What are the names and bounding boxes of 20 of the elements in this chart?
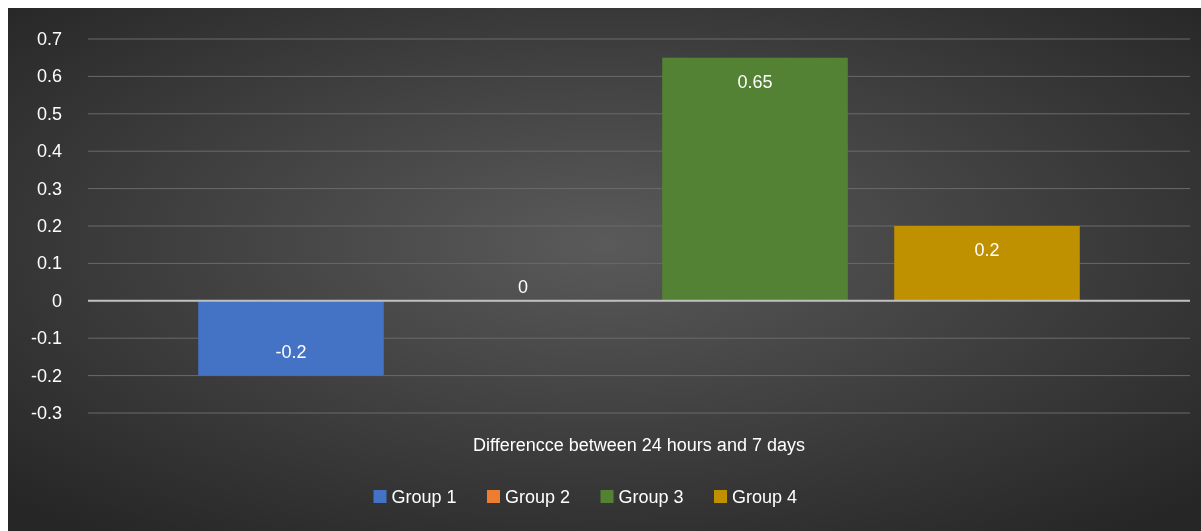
y-tick-label: 0.2: [36, 216, 62, 236]
data-label: 0.65: [737, 71, 773, 92]
legend-label: Group 1: [391, 487, 457, 507]
y-tick-label: 0.4: [36, 141, 62, 162]
legend-label: Group 3: [618, 487, 684, 507]
legend-label: Group 4: [732, 487, 798, 507]
y-tick-label: 0.7: [36, 29, 62, 49]
y-tick-label: 0: [51, 290, 62, 311]
x-tick-label: Differencce between 24 hours and 7 days: [473, 435, 805, 455]
y-tick-label: -0.3: [30, 403, 62, 423]
y-tick-label: 0.1: [36, 253, 62, 274]
y-tick-label: 0.6: [36, 66, 62, 87]
data-label: 0: [517, 276, 529, 297]
data-label: -0.2: [275, 341, 307, 362]
y-tick-label: -0.1: [30, 328, 62, 349]
y-tick-label: -0.2: [30, 365, 62, 386]
y-tick-label: 0.3: [36, 178, 62, 199]
y-tick-label: 0.5: [36, 103, 62, 124]
legend-label: Group 2: [505, 487, 571, 507]
data-label: 0.2: [974, 240, 1000, 260]
